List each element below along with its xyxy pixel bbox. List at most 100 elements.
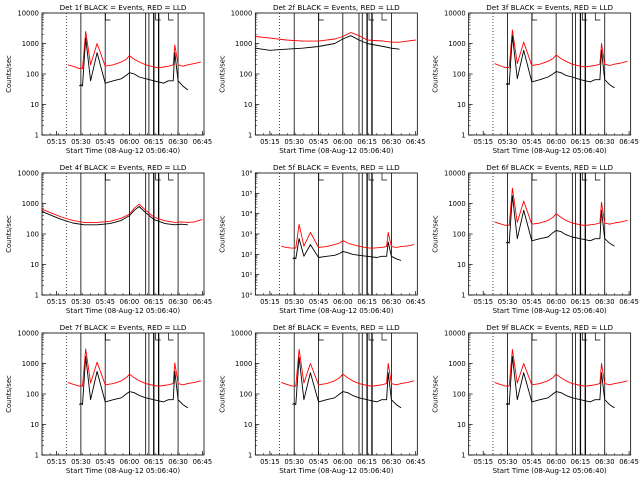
panel-title: Det 1f BLACK = Events, RED = LLD <box>60 3 187 12</box>
bracket-marker <box>594 173 601 181</box>
x-tick-label: 06:15 <box>357 138 377 146</box>
y-tick-label: 10² <box>241 251 253 259</box>
panel-4: Det 4f BLACK = Events, RED = LLD 1 10 100 10… <box>5 163 212 315</box>
x-tick-label: 05:30 <box>498 298 518 306</box>
panel-title: Det 9f BLACK = Events, RED = LLD <box>486 323 613 332</box>
x-tick-label: 05:15 <box>260 298 280 306</box>
x-tick-label: 06:45 <box>619 138 639 146</box>
x-tick-label: 06:15 <box>571 298 591 306</box>
y-tick-label: 10¹ <box>241 271 253 279</box>
x-tick-label: 06:30 <box>382 138 402 146</box>
x-tick-label: 06:15 <box>144 138 164 146</box>
x-tick-label: 06:15 <box>571 138 591 146</box>
bracket-marker <box>531 13 538 21</box>
y-tick-label: 10³ <box>241 231 253 239</box>
series-line-lld <box>67 348 201 387</box>
x-tick-label: 06:00 <box>333 298 353 306</box>
x-tick-label: 06:15 <box>144 298 164 306</box>
y-tick-label: 1000 <box>22 40 39 48</box>
y-axis-label: Counts/sec <box>5 55 13 93</box>
x-tick-label: 05:45 <box>309 298 329 306</box>
x-tick-label: 05:45 <box>522 298 542 306</box>
y-tick-label: 10 <box>30 261 39 269</box>
y-tick-label: 10000 <box>17 10 39 18</box>
y-tick-label: 100 <box>26 391 39 399</box>
y-tick-label: 10 <box>244 421 253 429</box>
x-tick-label: 06:45 <box>406 138 426 146</box>
bracket-marker <box>594 13 601 21</box>
panel-title: Det 3f BLACK = Events, RED = LLD <box>486 3 613 12</box>
panel-9: Det 9f BLACK = Events, RED = LLD 1 10 100 10… <box>432 323 639 475</box>
x-axis-label: Start Time (08-Aug-12 05:06:40) <box>279 467 393 475</box>
x-tick-label: 06:15 <box>571 458 591 466</box>
y-tick-label: 1000 <box>448 200 465 208</box>
panel-title: Det 2f BLACK = Events, RED = LLD <box>273 3 400 12</box>
bracket-marker <box>155 173 161 181</box>
bracket-marker <box>594 333 601 341</box>
bracket-marker <box>318 333 324 341</box>
x-tick-label: 05:15 <box>47 138 67 146</box>
bracket-marker <box>318 13 324 21</box>
bracket-marker <box>105 333 111 341</box>
series-line-events <box>41 206 188 226</box>
y-tick-label: 10 <box>457 421 466 429</box>
series-line-events <box>79 356 189 409</box>
panel-title: Det 6f BLACK = Events, RED = LLD <box>486 163 613 172</box>
series-line-lld <box>41 203 203 223</box>
y-tick-label: 1 <box>461 132 465 140</box>
bracket-marker <box>368 173 375 181</box>
x-tick-label: 05:15 <box>473 298 493 306</box>
x-tick-label: 05:45 <box>95 298 115 306</box>
x-axis-label: Start Time (08-Aug-12 05:06:40) <box>493 307 607 315</box>
bracket-marker <box>581 173 588 181</box>
y-tick-label: 100 <box>239 71 252 79</box>
x-tick-label: 05:30 <box>498 458 518 466</box>
x-axis-label: Start Time (08-Aug-12 05:06:40) <box>493 147 607 155</box>
x-axis-label: Start Time (08-Aug-12 05:06:40) <box>66 147 180 155</box>
panel-title: Det 4f BLACK = Events, RED = LLD <box>60 163 187 172</box>
x-tick-label: 06:00 <box>333 458 353 466</box>
x-axis-label: Start Time (08-Aug-12 05:06:40) <box>493 467 607 475</box>
y-axis-label: Counts/sec <box>218 375 226 413</box>
series-line-lld <box>281 223 415 249</box>
panel-title: Det 8f BLACK = Events, RED = LLD <box>273 323 400 332</box>
x-tick-label: 06:30 <box>595 458 615 466</box>
y-tick-label: 10000 <box>444 170 466 178</box>
bracket-marker <box>381 13 387 21</box>
y-axis-label: Counts/sec <box>218 55 226 93</box>
panel-5: Det 5f BLACK = Events, RED = LLD 10⁰ 10¹ 10… <box>218 163 425 315</box>
panel-2: Det 2f BLACK = Events, RED = LLD 1 10 100 10… <box>218 3 425 155</box>
bracket-marker <box>105 173 111 181</box>
x-tick-label: 06:00 <box>333 138 353 146</box>
bracket-marker <box>381 333 387 341</box>
series-line-events <box>292 356 402 409</box>
x-axis-label: Start Time (08-Aug-12 05:06:40) <box>279 147 393 155</box>
x-tick-label: 05:45 <box>309 138 329 146</box>
y-axis-label: Counts/sec <box>5 375 13 413</box>
series-line-lld <box>494 29 628 69</box>
series-line-events <box>78 37 189 91</box>
x-axis-label: Start Time (08-Aug-12 05:06:40) <box>279 307 393 315</box>
y-tick-label: 10⁰ <box>241 292 253 300</box>
x-tick-label: 06:45 <box>619 298 639 306</box>
y-tick-label: 100 <box>26 231 39 239</box>
y-tick-label: 10000 <box>231 10 253 18</box>
x-tick-label: 06:30 <box>382 298 402 306</box>
bracket-marker <box>581 13 588 21</box>
x-tick-label: 06:15 <box>357 298 377 306</box>
y-tick-label: 100 <box>26 71 39 79</box>
x-tick-label: 05:45 <box>95 458 115 466</box>
y-tick-label: 10000 <box>231 330 253 338</box>
bracket-marker <box>368 333 375 341</box>
x-tick-label: 06:30 <box>168 138 188 146</box>
x-tick-label: 06:15 <box>357 458 377 466</box>
bracket-marker <box>531 173 538 181</box>
x-tick-label: 06:00 <box>120 138 140 146</box>
y-tick-label: 10 <box>244 101 253 109</box>
y-tick-label: 1000 <box>235 40 252 48</box>
bracket-marker <box>531 333 538 341</box>
series-line-lld <box>281 348 415 387</box>
x-tick-label: 05:45 <box>309 458 329 466</box>
bracket-marker <box>581 333 588 341</box>
y-tick-label: 10⁶ <box>241 170 253 178</box>
